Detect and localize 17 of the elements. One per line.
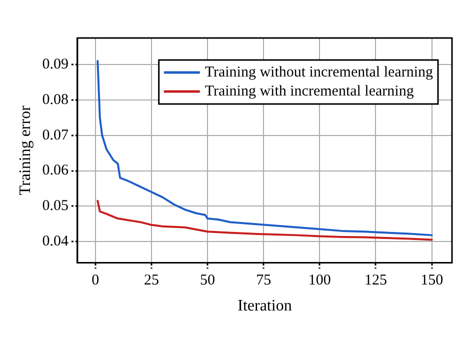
x-tick-label: 75 [256, 272, 272, 289]
y-tick-label: 0.09 [42, 56, 68, 72]
x-axis-title: Iteration [238, 298, 292, 315]
x-tick-label: 125 [364, 272, 387, 289]
x-tick-label: 0 [92, 272, 100, 289]
y-axis-title: Training error [16, 104, 34, 196]
y-tick-label: 0.06 [42, 162, 69, 179]
y-tick-label: 0.07 [42, 127, 69, 144]
x-tick-label: 150 [420, 272, 444, 289]
x-tick-label: 25 [144, 272, 159, 289]
legend-label: Training with incremental learning [204, 83, 414, 100]
y-tick-label: 0.05 [42, 198, 68, 214]
y-tick-label: 0.04 [42, 233, 69, 250]
y-tick-label: 0.08 [42, 92, 68, 108]
legend-label: Training without incremental learning [204, 64, 434, 80]
x-tick-label: 50 [200, 272, 216, 289]
x-tick-label: 100 [308, 272, 331, 289]
